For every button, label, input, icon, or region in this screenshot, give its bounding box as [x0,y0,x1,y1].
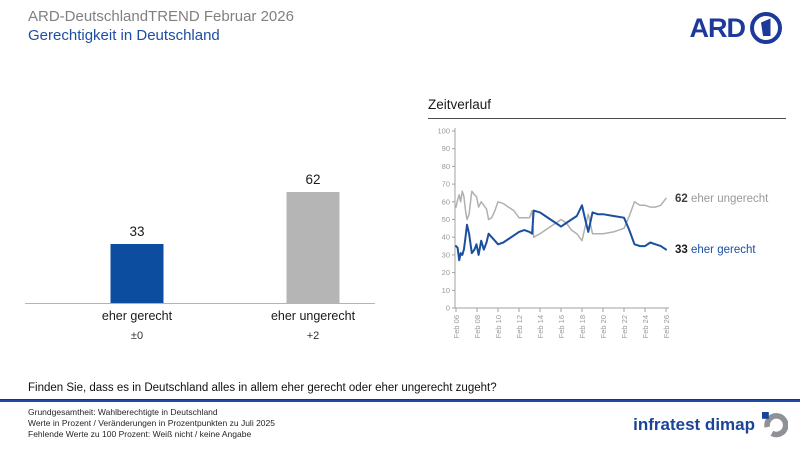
time-series-chart: 0 10 20 30 40 50 60 70 80 90 100 Feb 06 Feb 08 Feb 10… [437,127,769,339]
question-divider-rule [0,399,800,402]
x-axis-label: Feb 06 [452,315,461,338]
time-series-title: Zeitverlauf [428,97,492,112]
y-axis-label: 60 [442,197,450,206]
y-axis-label: 20 [442,268,450,277]
bar-group-eher-ungerecht: 62 [258,163,368,345]
page-title: Gerechtigkeit in Deutschland [28,27,220,44]
infratest-dimap-logo: infratest dimap [633,411,788,438]
x-axis-label: Feb 20 [599,315,608,338]
footnote-line: Grundgesamtheit: Wahlberechtigte in Deut… [28,407,218,417]
ard-logo: ARD [690,10,785,46]
series-end-label: 33 eher gerecht [675,244,756,256]
x-axis-label: Feb 14 [536,315,545,338]
y-axis-label: 50 [442,215,450,224]
y-axis-label: 80 [442,162,450,171]
x-axis-label: Feb 12 [515,315,524,338]
y-axis-label: 40 [442,233,450,242]
y-axis-label: 10 [442,286,450,295]
footnote-line: Fehlende Werte zu 100 Prozent: Weiß nich… [28,429,252,439]
series-end-label: 62 eher ungerecht [675,193,769,205]
bar-group-eher-gerecht: 33 [82,163,192,345]
bar-eher-gerecht [110,243,164,303]
ard-logo-text: ARD [689,13,746,43]
footnotes: Grundgesamtheit: Wahlberechtigte in Deut… [28,407,275,440]
time-series-panel: Zeitverlauf 0 10 20 30 40 50 60 70 80 90 100 Feb 06… [425,97,797,361]
report-title: ARD-DeutschlandTREND Februar 2026 [28,8,294,25]
bar-chart: 33 62 eher gerecht ±0 eher ungerecht +2 [25,163,375,345]
x-axis-label: Feb 26 [662,315,671,338]
ard-one-icon [750,12,782,44]
survey-question: Finden Sie, dass es in Deutschland alles… [28,382,497,394]
y-axis-label: 70 [442,180,450,189]
y-axis-label: 30 [442,250,450,259]
x-axis-label: Feb 22 [620,315,629,338]
x-axis-label: Feb 08 [473,315,482,338]
x-axis-label: Feb 10 [494,315,503,338]
x-axis-label: Feb 24 [641,315,650,338]
title-underline [428,118,786,119]
y-axis-label: 100 [437,127,450,136]
footnote-line: Werte in Prozent / Veränderungen in Proz… [28,418,275,428]
bar-eher-ungerecht [286,192,340,303]
y-axis-label: 90 [442,144,450,153]
bar-value-label: 62 [305,172,321,188]
x-axis-label: Feb 16 [557,315,566,338]
x-axis-ticks: Feb 06 Feb 08 Feb 10 Feb 12 Feb 14 Feb 16 Feb … [452,308,671,338]
trend-line-eher-gerecht: 33 eher gerecht [455,204,756,262]
infratest-dimap-icon [762,412,788,438]
bar-baseline-axis [25,303,375,304]
bar-plot-area: 33 62 [25,163,375,303]
agency-name: infratest dimap [633,414,755,434]
axes [454,128,669,309]
trend-line-eher-ungerecht: 62 eher ungerecht [455,190,769,242]
bar-value-label: 33 [129,223,145,239]
y-axis-ticks: 0 10 20 30 40 50 60 70 80 90 100 [437,127,455,313]
x-axis-label: Feb 18 [578,315,587,338]
y-axis-label: 0 [446,304,450,313]
